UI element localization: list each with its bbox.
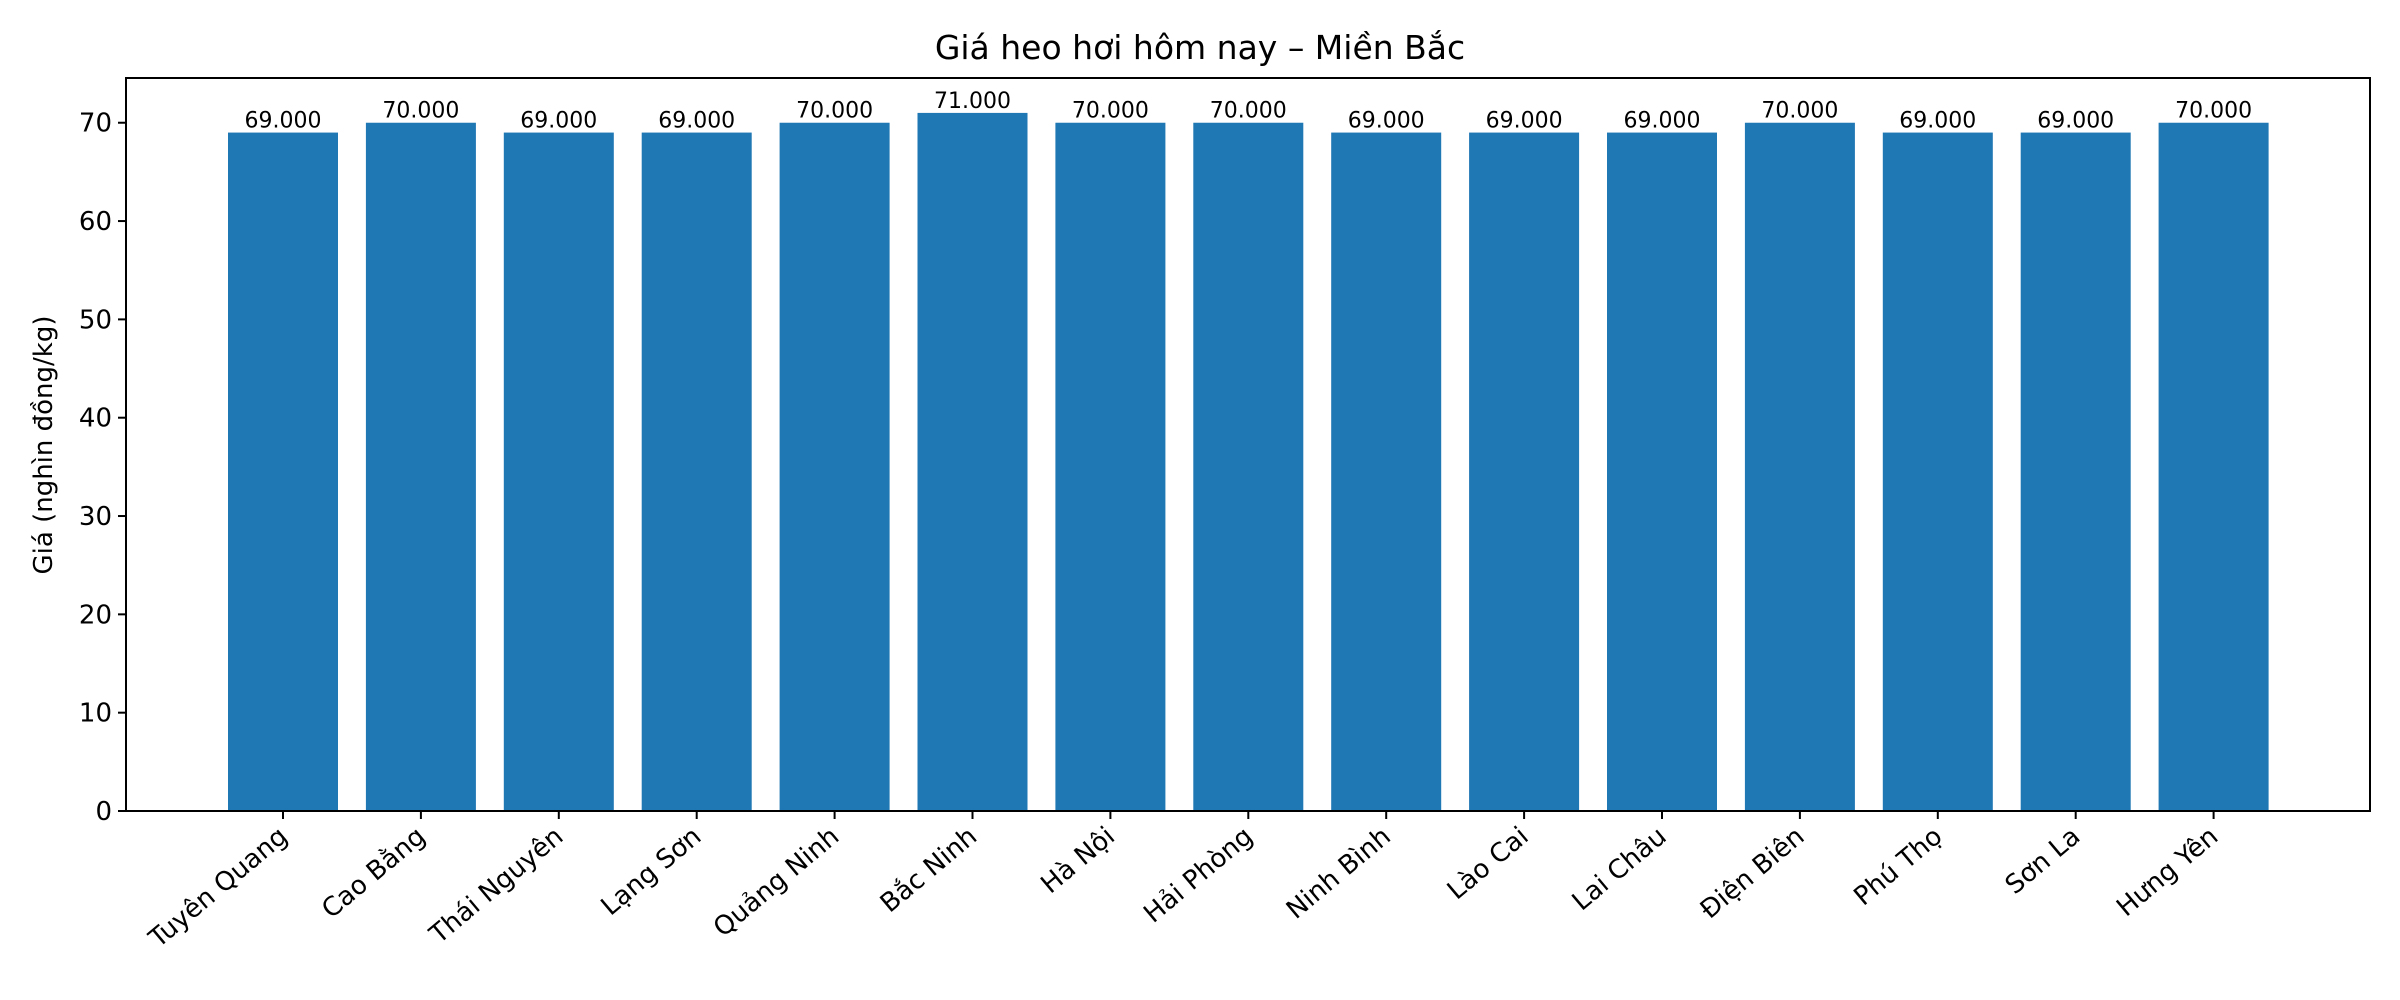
y-tick-label: 40 [79, 404, 112, 434]
bar [2158, 122, 2269, 812]
bar [365, 122, 476, 812]
bar [1193, 122, 1304, 812]
bar-value-label: 70.000 [796, 99, 873, 124]
bar [1744, 122, 1855, 812]
bar-value-label: 71.000 [934, 89, 1011, 114]
bar-value-labels: 69.000 70.000 69.000 69.000 70.000 71.000 70.0… [245, 89, 2253, 134]
bar [228, 132, 338, 812]
y-tick-label: 70 [79, 109, 112, 139]
x-tick-label: Lai Châu [1567, 821, 1673, 917]
bar-value-label: 70.000 [2175, 99, 2252, 124]
y-tick-label: 50 [79, 305, 112, 335]
bar-value-label: 69.000 [1348, 109, 1425, 134]
bar [1331, 132, 1442, 812]
bar-value-label: 70.000 [1072, 99, 1149, 124]
bar-value-label: 70.000 [1761, 99, 1838, 124]
bar-value-label: 69.000 [2037, 109, 2114, 134]
x-tick-label: Ninh Bình [1281, 821, 1397, 925]
bar [917, 112, 1028, 811]
x-tick-label: Sơn La [2000, 821, 2086, 900]
x-tick-label: Bắc Ninh [874, 821, 983, 919]
bar-value-label: 69.000 [1899, 109, 1976, 134]
x-tick-label: Hải Phòng [1138, 821, 1258, 929]
bar [503, 132, 614, 812]
x-tick-label: Hưng Yên [2111, 821, 2224, 923]
bar [1607, 132, 1717, 812]
bar-value-label: 70.000 [382, 99, 459, 124]
x-tick-label: Quảng Ninh [708, 821, 845, 943]
x-tick-label: Tuyên Quang [143, 821, 294, 954]
bar-value-label: 69.000 [245, 109, 322, 134]
bar-value-label: 69.000 [1486, 109, 1563, 134]
x-tick-label: Điện Biên [1695, 821, 1811, 925]
x-tick-label: Lào Cai [1442, 821, 1535, 906]
chart-title: Giá heo hơi hôm nay – Miền Bắc [934, 28, 1466, 67]
bar [641, 132, 752, 812]
bar [1882, 132, 1993, 812]
bar [2020, 132, 2131, 812]
bars-group [228, 112, 2269, 812]
bar [1469, 132, 1580, 812]
x-tick-label: Hà Nội [1035, 821, 1120, 899]
bar-value-label: 69.000 [658, 109, 735, 134]
y-tick-label: 30 [79, 502, 112, 532]
bar-value-label: 69.000 [520, 109, 597, 134]
bar-value-label: 69.000 [1624, 109, 1701, 134]
x-tick-label: Thái Nguyên [424, 821, 570, 950]
bar [1055, 122, 1166, 812]
y-tick-label: 0 [95, 797, 112, 827]
bar [779, 122, 890, 812]
x-tick-label: Lạng Sơn [596, 821, 708, 921]
y-tick-label: 20 [79, 600, 112, 630]
y-axis-ticks: 0 10 20 30 40 50 60 70 [79, 109, 126, 827]
y-tick-label: 60 [79, 207, 112, 237]
y-tick-label: 10 [79, 699, 112, 729]
x-tick-label: Cao Bằng [316, 821, 432, 925]
x-tick-label: Phú Thọ [1848, 821, 1948, 912]
axes-frame [125, 77, 2371, 812]
bar-value-label: 70.000 [1210, 99, 1287, 124]
